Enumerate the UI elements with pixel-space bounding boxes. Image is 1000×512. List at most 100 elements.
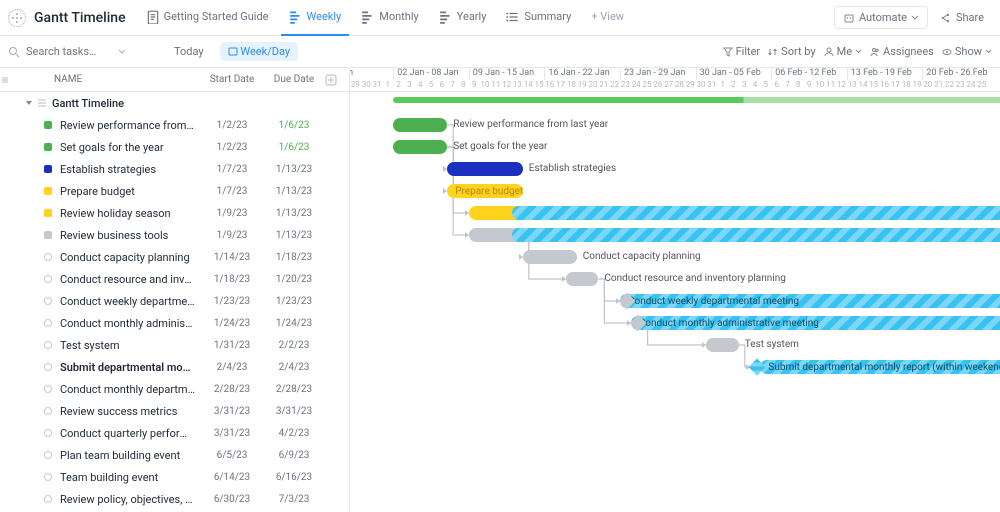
task-row[interactable]: Establish strategies1/7/231/13/23 — [0, 158, 349, 180]
day-label: 18 — [901, 80, 912, 89]
task-row[interactable]: Team building event6/14/236/16/23 — [0, 466, 349, 488]
col-name[interactable]: NAME — [14, 74, 201, 85]
task-name: Prepare budget — [60, 185, 201, 198]
timeline-panel[interactable]: an02 Jan - 08 Jan09 Jan - 15 Jan16 Jan -… — [350, 68, 1000, 512]
task-row[interactable]: Review business tools1/9/231/13/23 — [0, 224, 349, 246]
task-name: Review policy, objectives, and busi… — [60, 493, 201, 506]
task-start: 2/28/23 — [201, 384, 263, 395]
task-row[interactable]: Set goals for the year1/2/231/6/23 — [0, 136, 349, 158]
tab-label: Summary — [524, 10, 571, 23]
task-name: Plan team building event — [60, 449, 201, 462]
gantt-bar-scheduled[interactable]: Conduct weekly departmental meeting — [620, 294, 1000, 308]
task-row[interactable]: Conduct resource and inventory pl…1/18/2… — [0, 268, 349, 290]
tab-yearly[interactable]: Yearly — [431, 0, 495, 36]
expand-icon[interactable] — [0, 75, 10, 85]
task-row[interactable]: Conduct capacity planning1/14/231/18/23 — [0, 246, 349, 268]
day-label: 1 — [717, 80, 728, 89]
automate-button[interactable]: Automate — [834, 6, 928, 29]
task-row[interactable]: Review policy, objectives, and busi…6/30… — [0, 488, 349, 510]
gantt-bar[interactable] — [706, 338, 738, 352]
today-button[interactable]: Today — [166, 42, 212, 61]
week-label: 16 Jan - 22 Jan — [544, 68, 609, 80]
task-start: 3/31/23 — [201, 406, 263, 417]
task-start: 2/4/23 — [201, 362, 263, 373]
task-start: 1/7/23 — [201, 164, 263, 175]
day-label: 24 — [631, 80, 642, 89]
show-label: Show — [955, 45, 982, 58]
filter-label: Filter — [736, 45, 761, 58]
sort-button[interactable]: Sort by — [768, 45, 815, 58]
collapse-icon — [26, 101, 32, 105]
task-start: 6/14/23 — [201, 472, 263, 483]
search-box[interactable] — [8, 44, 138, 59]
task-name: Review success metrics — [60, 405, 201, 418]
filter-button[interactable]: Filter — [723, 45, 761, 58]
status-dot — [44, 297, 52, 305]
tab-weekly[interactable]: Weekly — [281, 0, 350, 36]
plus-box-icon — [325, 74, 337, 86]
week-label: 30 Jan - 05 Feb — [696, 68, 761, 80]
share-button[interactable]: Share — [932, 7, 992, 28]
col-start[interactable]: Start Date — [201, 74, 263, 85]
day-label: 6 — [771, 80, 782, 89]
gantt-bar[interactable] — [566, 272, 598, 286]
gantt-bar[interactable] — [523, 250, 577, 264]
task-end: 1/23/23 — [263, 296, 325, 307]
bar-label: Conduct capacity planning — [583, 251, 701, 262]
task-row[interactable]: Plan team building event6/5/236/9/23 — [0, 444, 349, 466]
task-end: 1/18/23 — [263, 252, 325, 263]
range-button[interactable]: Week/Day — [220, 42, 298, 61]
task-row[interactable]: Conduct monthly departmental m…2/28/232/… — [0, 378, 349, 400]
task-row[interactable]: Conduct quarterly performance m…3/31/234… — [0, 422, 349, 444]
day-label: 16 — [879, 80, 890, 89]
gantt-bar-scheduled[interactable] — [512, 206, 1000, 220]
gantt-bar-scheduled[interactable]: Conduct monthly administrative meeting — [631, 316, 1000, 330]
gantt-bar-scheduled[interactable] — [512, 228, 1000, 242]
search-input[interactable] — [24, 44, 114, 59]
tab-label: Getting Started Guide — [164, 10, 269, 23]
doc-icon — [146, 10, 160, 24]
task-row[interactable]: Conduct monthly administrative m…1/24/23… — [0, 312, 349, 334]
gantt-chart[interactable]: Review performance from last yearSet goa… — [350, 92, 1000, 512]
day-label: 1 — [382, 80, 393, 89]
task-row[interactable]: Conduct weekly departmental me…1/23/231/… — [0, 290, 349, 312]
gantt-bar[interactable]: Prepare budget — [447, 184, 523, 198]
task-end: 1/6/23 — [263, 142, 325, 153]
task-row[interactable]: Review performance from last year1/2/231… — [0, 114, 349, 136]
list-icon — [506, 10, 520, 24]
assignees-button[interactable]: Assignees — [870, 45, 934, 58]
day-label: 24 — [966, 80, 977, 89]
gantt-bar[interactable] — [447, 162, 523, 176]
me-button[interactable]: Me — [824, 45, 862, 58]
task-row[interactable]: Review holiday season1/9/231/13/23 — [0, 202, 349, 224]
task-start: 1/31/23 — [201, 340, 263, 351]
calendar-icon — [228, 46, 238, 56]
tab-monthly[interactable]: Monthly — [353, 0, 427, 36]
day-label: 19 — [577, 80, 588, 89]
add-column-button[interactable] — [325, 74, 349, 86]
col-end[interactable]: Due Date — [263, 74, 325, 85]
day-label: 14 — [858, 80, 869, 89]
status-dot — [44, 319, 52, 327]
summary-bar[interactable] — [393, 97, 1000, 103]
task-start: 1/2/23 — [201, 120, 263, 131]
task-row[interactable]: Submit departmental monthly re…2/4/232/4… — [0, 356, 349, 378]
day-label: 12 — [836, 80, 847, 89]
day-label: 20 — [922, 80, 933, 89]
gantt-bar-scheduled[interactable]: Submit departmental monthly report (with… — [760, 360, 1000, 374]
tab-summary[interactable]: Summary — [498, 0, 579, 36]
week-label: 06 Feb - 12 Feb — [771, 68, 836, 80]
day-label: 9 — [469, 80, 480, 89]
chevron-down-icon[interactable] — [118, 48, 126, 56]
add-view-button[interactable]: + View — [583, 0, 632, 36]
gantt-bar[interactable] — [393, 118, 447, 132]
task-row[interactable]: Prepare budget1/7/231/13/23 — [0, 180, 349, 202]
status-dot — [44, 407, 52, 415]
task-start: 1/9/23 — [201, 230, 263, 241]
show-button[interactable]: Show — [942, 45, 992, 58]
gantt-bar[interactable] — [393, 140, 447, 154]
task-row[interactable]: Test system1/31/232/2/23 — [0, 334, 349, 356]
tab-getting-started-guide[interactable]: Getting Started Guide — [138, 0, 277, 36]
task-row[interactable]: Review success metrics3/31/233/31/23 — [0, 400, 349, 422]
group-row[interactable]: Gantt Timeline — [0, 92, 349, 114]
